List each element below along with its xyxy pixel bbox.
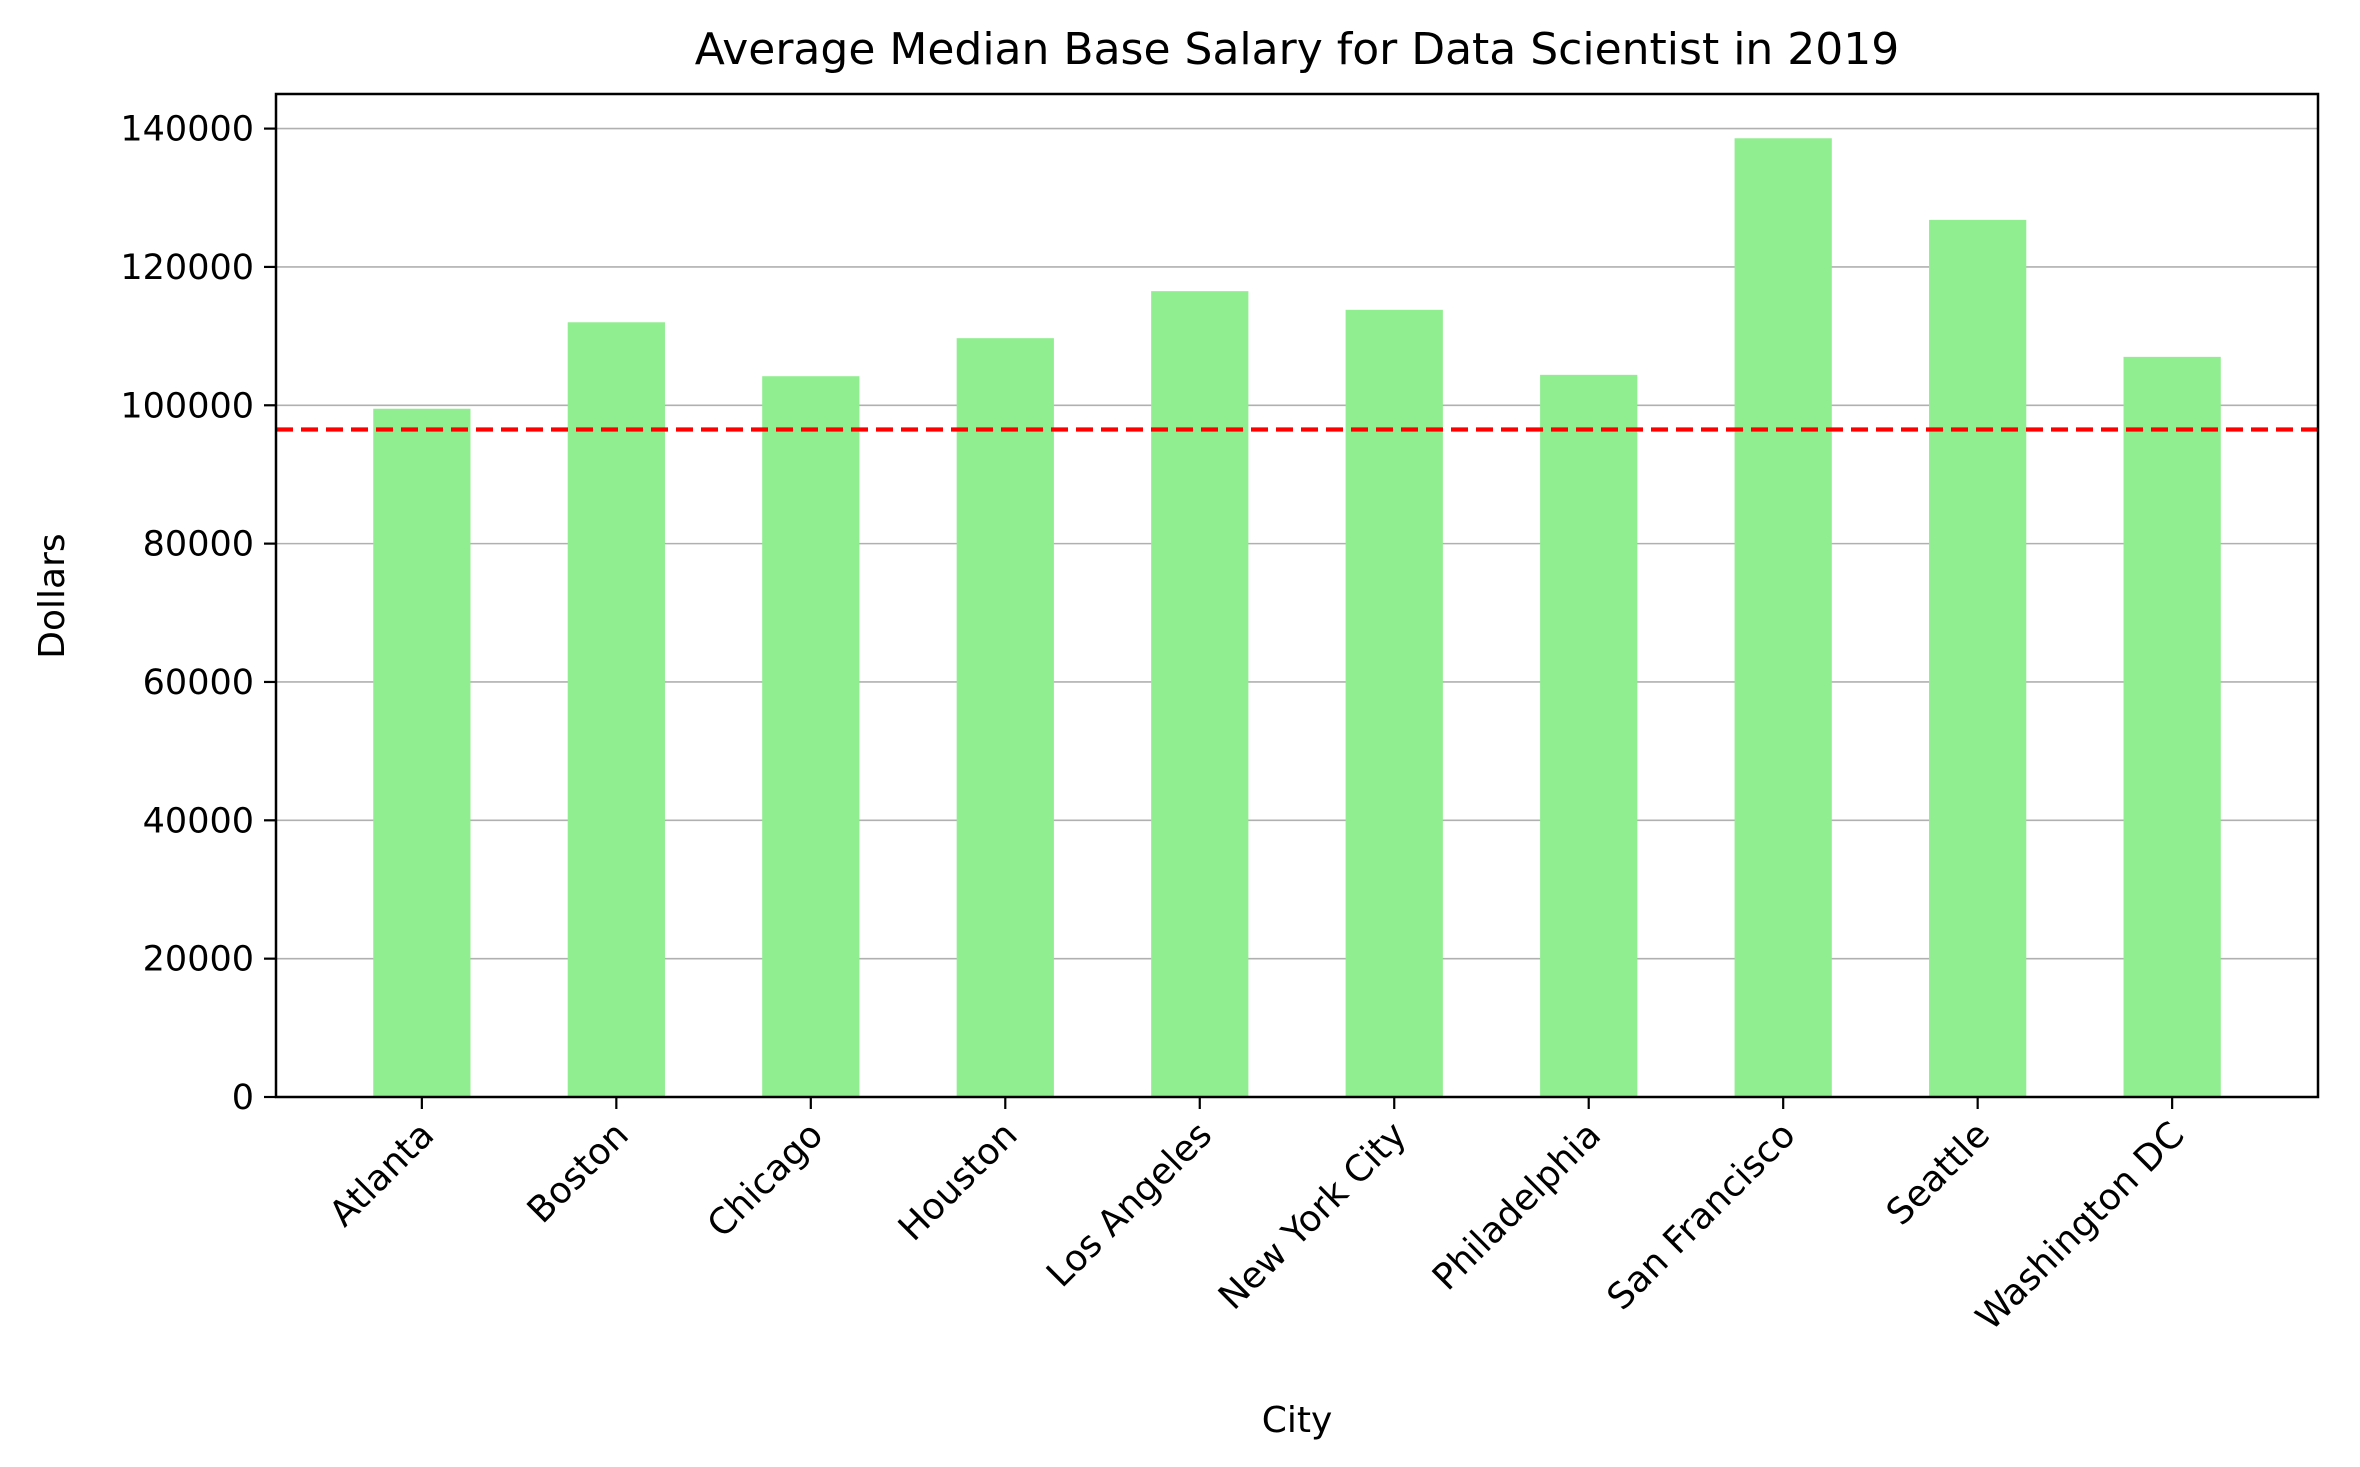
x-tick-label: Houston	[891, 1114, 1026, 1249]
y-tick-label: 80000	[143, 525, 254, 565]
y-tick-label: 100000	[120, 386, 254, 426]
chart-title: Average Median Base Salary for Data Scie…	[695, 24, 1900, 75]
bar	[762, 376, 860, 1097]
bar	[1540, 374, 1638, 1098]
x-tick-label: Los Angeles	[1039, 1114, 1220, 1295]
x-tick-label: Washington DC	[1968, 1114, 2192, 1338]
y-tick-label: 60000	[143, 663, 254, 703]
y-tick-label: 40000	[143, 801, 254, 841]
x-tick-label: Chicago	[700, 1114, 831, 1245]
bars	[373, 138, 2221, 1098]
x-tick-label: Seattle	[1879, 1114, 1998, 1233]
x-tick-label: San Francisco	[1600, 1114, 1804, 1318]
bar	[2123, 356, 2221, 1097]
y-axis-ticks: 0 20000 40000 60000 80000 100000 120000 140000	[120, 110, 276, 1118]
y-axis-label: Dollars	[32, 533, 73, 658]
bar	[567, 322, 665, 1098]
x-tick-label: Boston	[520, 1114, 637, 1231]
bar	[1734, 138, 1832, 1098]
bar	[1345, 309, 1443, 1097]
x-tick-label: New York City	[1211, 1114, 1415, 1318]
x-axis-ticks: Atlanta Boston Chicago Houston Los AngelesNe…	[322, 1097, 2193, 1338]
y-tick-label: 140000	[120, 110, 254, 150]
y-tick-label: 20000	[143, 940, 254, 980]
x-tick-label: Atlanta	[322, 1114, 442, 1234]
x-tick-label: Philadelphia	[1425, 1114, 1609, 1298]
bar	[373, 408, 471, 1097]
plot-frame	[274, 92, 2320, 1099]
bar	[1151, 291, 1249, 1098]
x-axis-label: City	[1262, 1400, 1333, 1441]
y-tick-label: 0	[232, 1078, 254, 1118]
y-tick-label: 120000	[120, 248, 254, 288]
bar	[956, 338, 1054, 1098]
bar	[1929, 219, 2027, 1097]
